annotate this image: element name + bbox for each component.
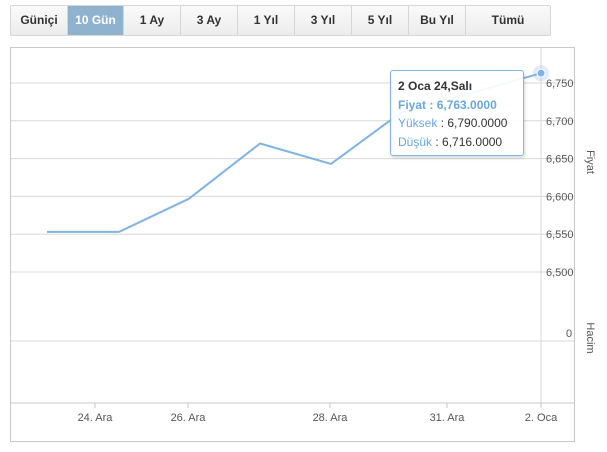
x-tick-label: 31. Ara — [430, 412, 466, 424]
period-tab-bar: Güniçi 10 Gün 1 Ay 3 Ay 1 Yıl 3 Yıl 5 Yıl Bu Yı… — [10, 5, 551, 36]
tab-3-ay[interactable]: 3 Ay — [181, 6, 238, 35]
chart-frame — [10, 47, 575, 442]
tooltip-price: Fiyat : 6,763.0000 — [398, 97, 497, 112]
y-tick-label: 6,650 — [546, 154, 574, 166]
x-tick-label: 26. Ara — [171, 412, 207, 424]
tab-1-yıl[interactable]: 1 Yıl — [238, 6, 295, 35]
tooltip-date: 2 Oca 24,Salı — [398, 79, 473, 93]
tab-5-yıl[interactable]: 5 Yıl — [352, 6, 409, 35]
data-point — [536, 68, 546, 78]
tab-güniçi[interactable]: Güniçi — [11, 6, 68, 35]
y-tick-label: 6,500 — [546, 267, 574, 279]
x-tick-label: 28. Ara — [313, 412, 349, 424]
volume-tick-label: 0 — [566, 328, 572, 340]
y-tick-label: 6,550 — [546, 229, 574, 241]
tab-tümü[interactable]: Tümü — [491, 13, 525, 27]
tooltip-high: Yüksek : 6,790.0000 — [398, 116, 508, 130]
y-tick-label: 6,600 — [546, 191, 574, 203]
y-axis-title: Fiyat — [584, 150, 596, 174]
tab-10-gün[interactable]: 10 Gün — [68, 6, 124, 35]
y-tick-label: 6,750 — [546, 78, 574, 90]
point-tooltip: 2 Oca 24,Salı Fiyat : 6,763.0000 Yüksek … — [390, 70, 524, 156]
y-tick-label: 6,700 — [546, 116, 574, 128]
x-tick-label: 2. Oca — [525, 412, 558, 424]
volume-axis-title: Hacim — [584, 322, 596, 353]
x-tick-label: 24. Ara — [78, 412, 114, 424]
tab-bu-yıl[interactable]: Bu Yıl — [409, 6, 466, 35]
tab-1-ay[interactable]: 1 Ay — [124, 6, 181, 35]
tab-3-yıl[interactable]: 3 Yıl — [295, 6, 352, 35]
tooltip-low: Düşük : 6,716.0000 — [398, 134, 503, 149]
